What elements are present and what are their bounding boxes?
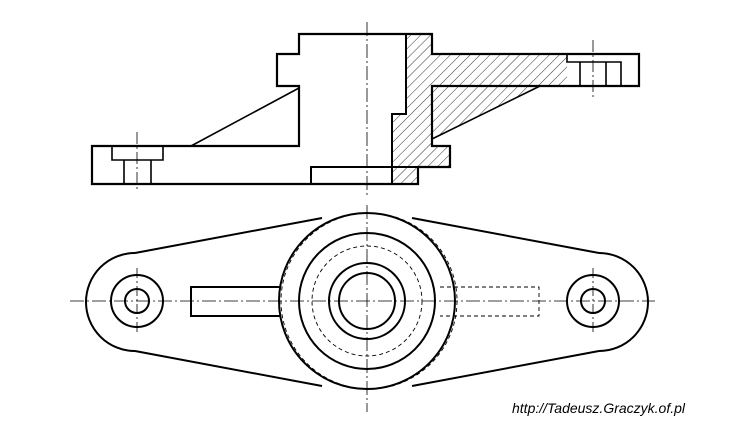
author-credit: http://Tadeusz.Graczyk.of.pl [512,400,686,416]
left-rib-line [190,87,300,147]
left-slot [190,286,280,317]
section-boundary [391,34,407,184]
right-counterbore [566,54,622,86]
right-lug-arc [598,252,649,352]
section-hatch [392,34,567,184]
top-view [70,205,655,412]
top-view-outline [134,217,600,387]
right-rib-line [431,85,541,140]
left-lug-arc [85,252,136,352]
bottom-recess [310,166,418,184]
right-hidden-slot [440,286,540,317]
front-view [90,22,641,198]
left-counterbore [111,146,164,184]
